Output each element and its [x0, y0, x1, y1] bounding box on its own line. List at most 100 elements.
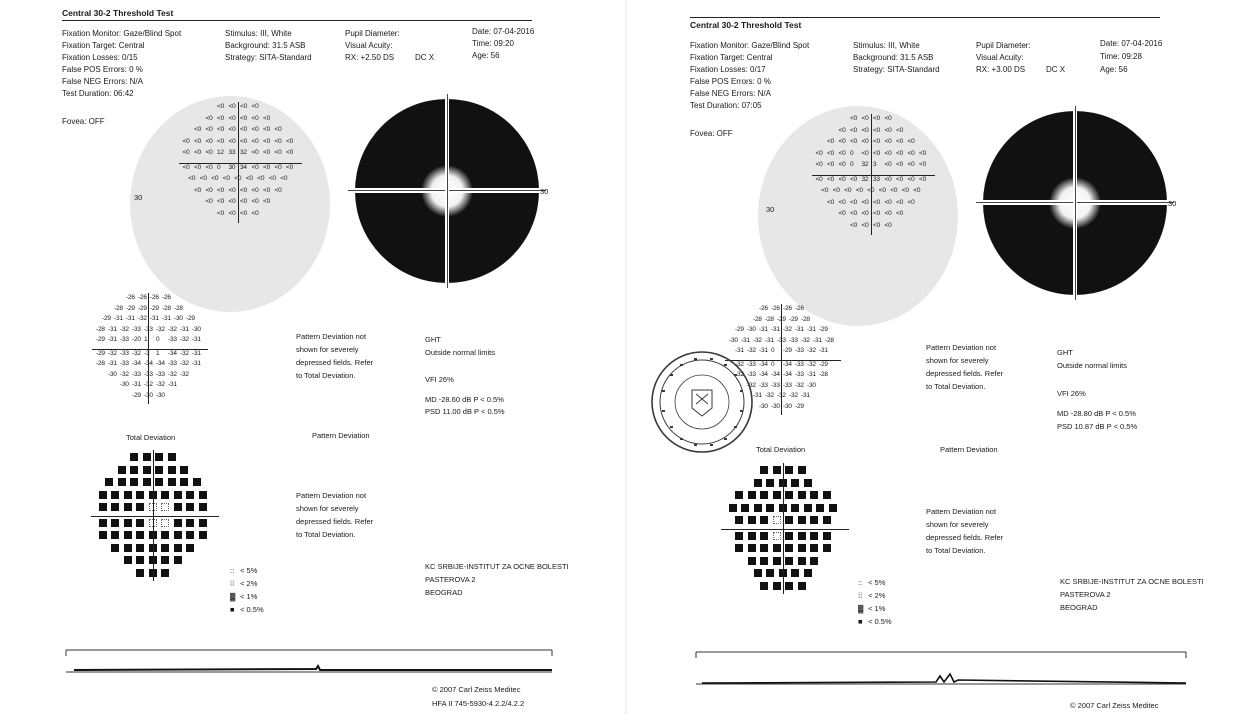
grid-value: -30	[108, 370, 117, 378]
test-title: Central 30-2 Threshold Test	[62, 8, 174, 18]
grid-value: -31	[807, 326, 816, 333]
probability-symbol	[735, 531, 743, 540]
institution-name: KC SRBIJE-INSTITUT ZA OCNE BOLESTI	[1060, 577, 1204, 586]
test-date: Date: 07-04-2016	[472, 27, 535, 36]
grid-value: <0	[896, 149, 904, 157]
grid-value: -32	[156, 381, 165, 388]
grid-value: <0	[838, 175, 846, 183]
grid-value: <0	[211, 175, 219, 182]
probability-symbol	[816, 503, 825, 512]
grid-value: -29	[138, 304, 147, 312]
grid-value: <0	[228, 137, 236, 145]
grid-value: <0	[240, 137, 248, 145]
probability-symbol	[123, 556, 132, 564]
pattern-note2-line-4: to Total Deviation.	[926, 546, 986, 555]
probability-symbol	[198, 503, 207, 511]
grid-value: <0	[896, 126, 904, 134]
grid-value: <0	[907, 175, 915, 183]
institution-city: BEOGRAD	[1060, 603, 1098, 612]
grid-value: <0	[274, 137, 282, 145]
probability-symbol	[797, 491, 806, 499]
grid-value: -26	[759, 305, 768, 312]
grid-value: <0	[205, 186, 213, 194]
gray-field-backdrop	[130, 96, 330, 312]
probability-symbol	[772, 556, 781, 565]
fixation-losses: Fixation Losses: 0/17	[690, 65, 766, 74]
probability-symbol	[735, 516, 743, 524]
pattern-std-deviation: PSD 10.87 dB P < 0.5%	[1057, 422, 1138, 431]
probability-symbol	[111, 543, 120, 552]
grid-value: <0	[827, 161, 835, 168]
grid-value: <0	[907, 149, 915, 157]
grid-value: -31	[180, 325, 189, 333]
probability-symbol	[778, 569, 787, 577]
strategy: Strategy: SITA-Standard	[853, 65, 940, 74]
grid-value: -31	[771, 326, 780, 333]
grid-value: -31	[741, 336, 750, 344]
grid-value: 30	[228, 163, 236, 171]
grid-value: <0	[263, 137, 271, 145]
grid-value: <0	[251, 137, 259, 145]
probability-symbol	[98, 518, 107, 527]
legend-text-5: < 5%	[240, 566, 258, 575]
grid-value: 0	[217, 163, 221, 171]
pattern-note-line-3: depressed fields. Refer	[926, 369, 1004, 378]
grid-value: 33	[228, 149, 236, 156]
grid-value: <0	[844, 187, 852, 194]
header-rule	[62, 20, 532, 21]
legend-symbol-05: ■	[230, 605, 235, 614]
grid-value: <0	[188, 175, 196, 182]
grid-value: -34	[168, 349, 177, 357]
grid-value: -30	[747, 326, 756, 333]
gaze-tracker-strip	[695, 651, 1187, 685]
grid-value: <0	[205, 126, 213, 133]
copyright: © 2007 Carl Zeiss Meditec	[432, 685, 521, 694]
grid-value: <0	[919, 161, 927, 168]
grid-value: -33	[120, 360, 129, 367]
grid-value: -32	[783, 326, 792, 333]
grid-value: -32	[747, 381, 756, 389]
probability-symbol	[735, 491, 743, 499]
probability-symbol	[173, 518, 182, 527]
pupil-diameter: Pupil Diameter:	[976, 41, 1031, 50]
grid-value: <0	[222, 175, 230, 182]
probability-symbol	[111, 531, 120, 539]
grid-value: <0	[194, 137, 202, 145]
grid-value: <0	[240, 209, 248, 217]
legend-symbol-2: ⁞⁞	[230, 579, 235, 588]
probability-symbol	[186, 531, 195, 539]
probability-symbol	[772, 491, 781, 499]
grid-value: <0	[205, 149, 213, 156]
grid-value: <0	[217, 126, 225, 133]
false-neg-errors: False NEG Errors: N/A	[690, 89, 771, 98]
grid-value: -29	[819, 326, 828, 333]
probability-symbol	[98, 503, 107, 511]
probability-symbol	[772, 581, 781, 590]
grid-value: <0	[240, 114, 248, 122]
grid-value: -33	[771, 381, 780, 389]
visual-acuity: Visual Acuity:	[976, 53, 1024, 62]
grid-value: <0	[217, 103, 225, 110]
grid-value: -31	[807, 371, 816, 378]
grid-value: <0	[240, 103, 248, 110]
probability-symbol	[803, 503, 812, 512]
background: Background: 31.5 ASB	[853, 53, 934, 62]
grid-value: <0	[228, 209, 236, 217]
grid-value: <0	[838, 161, 846, 168]
grid-value: <0	[890, 187, 898, 194]
grid-value: -34	[771, 371, 780, 378]
probability-symbol	[180, 465, 188, 474]
probability-symbol	[173, 503, 182, 511]
grid-value: -32	[753, 336, 762, 344]
grid-value: <0	[286, 149, 294, 156]
grid-value: <0	[873, 221, 881, 229]
grid-value: -31	[735, 347, 744, 354]
grid-value: <0	[884, 198, 892, 206]
grid-value: <0	[838, 138, 846, 145]
grid-value: 1	[156, 349, 160, 357]
grid-value: -33	[759, 381, 768, 389]
grid-value: -28	[162, 304, 171, 312]
grid-value: <0	[205, 114, 213, 122]
probability-symbol	[797, 516, 806, 524]
grid-value: -32	[735, 371, 744, 378]
